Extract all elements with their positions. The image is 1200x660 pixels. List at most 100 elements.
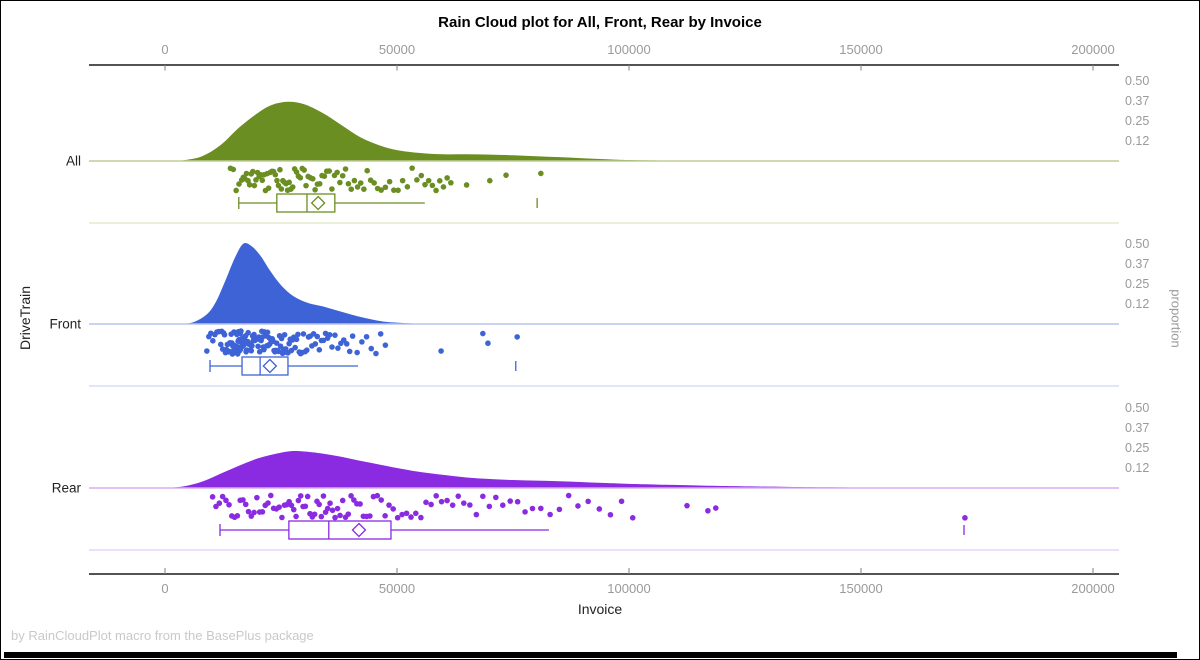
proportion-tick-label: 0.37 [1125,257,1149,271]
rain-point [556,506,563,513]
rain-point [485,340,491,347]
rain-point [565,492,572,499]
chart-title: Rain Cloud plot for All, Front, Rear by … [438,14,762,31]
category-label-front: Front [49,317,81,332]
rain-point [337,179,343,186]
rain-point [320,337,327,344]
rain-point [507,498,514,504]
rain-point [236,181,242,187]
rain-point [629,515,636,521]
rain-point [409,165,415,171]
x-axis-title: Invoice [577,601,623,617]
rain-point [329,507,336,514]
rain-point [359,339,365,345]
rain-point [324,505,331,512]
rain-point [293,169,300,175]
proportion-tick-label: 0.12 [1125,297,1149,311]
rain-points-all [227,165,544,194]
rain-point [264,329,271,336]
rain-point [448,179,454,186]
rain-point [404,184,411,190]
rain-point [364,167,370,174]
rain-point [351,177,358,184]
rain-point [293,336,300,343]
rain-point [329,186,335,192]
rain-point [438,348,444,354]
rain-point [585,498,591,505]
rain-point [309,175,316,182]
rain-point [348,493,354,499]
rain-points-front [204,328,520,357]
rain-point [357,180,364,186]
rain-point [256,348,263,355]
category-label-all: All [66,154,81,169]
y-axis-title: DriveTrain [17,285,33,351]
rain-point [254,494,260,501]
rain-point [382,513,388,519]
rain-point [395,187,401,194]
rain-point [259,177,266,184]
mean-diamond [351,522,367,538]
rain-point [332,332,338,338]
rain-point [286,340,292,347]
rain-point [343,341,350,347]
rain-point [467,502,473,508]
rain-point [399,177,406,184]
rain-point [204,348,210,354]
rain-point [433,187,439,194]
rain-point [226,501,232,508]
category-label-rear: Rear [52,481,82,496]
rain-point [371,180,377,186]
proportion-tick-label: 0.50 [1125,237,1149,251]
rain-point [223,497,229,504]
rain-point [316,501,322,508]
rain-point [374,492,381,499]
proportion-tick-label: 0.37 [1125,94,1149,108]
rain-point [363,333,370,340]
rain-point [249,342,255,349]
rain-point [255,343,261,350]
rain-point [499,502,506,508]
rain-point [514,334,520,340]
box-plot-all [238,193,538,213]
rain-point [316,347,323,353]
rain-point [962,515,968,521]
rain-point [281,331,288,338]
rain-point [433,493,440,499]
rain-point [444,497,450,504]
proportion-tick-label: 0.12 [1125,134,1149,148]
rain-point [394,514,401,521]
rain-point [245,329,251,336]
rain-point [547,511,553,518]
rain-points-rear [209,492,968,521]
rain-point [326,168,333,174]
proportion-tick-label: 0.25 [1125,441,1149,455]
rain-point [242,501,249,508]
rain-point [246,181,253,188]
rain-point [316,181,323,187]
rain-point [596,506,603,512]
rain-point [234,513,241,519]
rain-point [301,167,307,173]
rain-point [408,514,414,520]
rain-point [514,498,521,505]
rain-point [314,333,321,340]
rain-point [267,492,274,499]
rain-point [278,335,285,342]
proportion-tick-label: 0.12 [1125,461,1149,475]
rain-point [480,330,486,337]
rain-point [286,179,292,186]
rain-point [354,349,360,356]
rain-point [346,348,353,355]
rain-point [233,187,239,194]
rain-point [440,184,447,190]
top-axis-tick-label: 200000 [1071,42,1114,57]
rain-point [480,493,486,500]
rain-point [414,177,420,183]
proportion-tick-label: 0.25 [1125,114,1149,128]
rain-point [217,341,224,348]
rain-point [538,505,544,512]
rain-point [219,493,226,500]
rain-point [300,331,307,337]
rain-point [487,177,493,184]
